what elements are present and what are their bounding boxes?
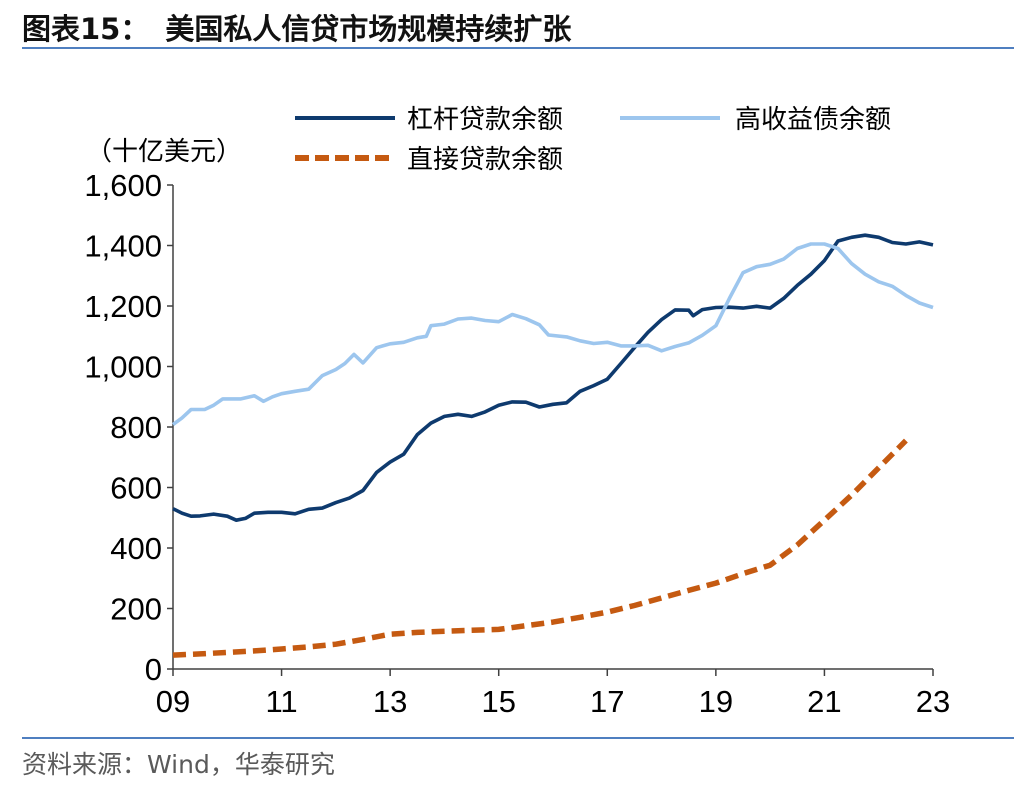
y-tick-label: 600	[110, 471, 162, 506]
legend-item-direct-lending: 直接贷款余额	[295, 145, 563, 175]
legend: 杠杆贷款余额 高收益债余额 直接贷款余额	[295, 105, 891, 175]
series-line-direct-lending	[172, 438, 908, 658]
y-tick-label: 200	[110, 592, 162, 627]
figure-title: 图表15： 美国私人信贷市场规模持续扩张	[22, 11, 571, 47]
y-tick-label: 800	[110, 410, 162, 445]
y-tick-label: 0	[145, 652, 162, 687]
legend-item-high-yield-bonds: 高收益债余额	[620, 105, 891, 135]
y-tick-label: 400	[110, 531, 162, 566]
title-divider	[22, 47, 1014, 49]
y-tick-label: 1,600	[84, 168, 162, 203]
x-tick-label: 21	[807, 684, 841, 719]
x-tick-label: 09	[156, 684, 190, 719]
x-tick-label: 19	[699, 684, 733, 719]
legend-label-leveraged-loans: 杠杆贷款余额	[407, 105, 563, 135]
series-line-high-yield-bonds	[171, 242, 934, 427]
legend-label-high-yield-bonds: 高收益债余额	[735, 105, 891, 135]
source-divider	[22, 737, 1014, 739]
chart-title: 美国私人信贷市场规模持续扩张	[165, 12, 572, 46]
x-tick-label: 23	[916, 684, 950, 719]
series-layer	[171, 233, 934, 658]
legend-item-leveraged-loans: 杠杆贷款余额	[295, 105, 563, 135]
y-axis-unit-label: （十亿美元）	[86, 137, 242, 167]
figure-number-label: 图表15：	[22, 12, 150, 46]
axes: 0 200 400 600 800 1,000 1,200 1,400 1,600 09 11 13 1…	[84, 168, 950, 719]
series-line-leveraged-loans	[172, 233, 934, 522]
x-tick-label: 15	[481, 684, 515, 719]
y-tick-label: 1,400	[84, 229, 162, 264]
x-tick-label: 13	[373, 684, 407, 719]
source-note: 资料来源：Wind，华泰研究	[22, 750, 335, 779]
y-tick-label: 1,200	[84, 289, 162, 324]
y-tick-label: 1,000	[84, 350, 162, 385]
legend-label-direct-lending: 直接贷款余额	[407, 145, 563, 175]
x-tick-label: 17	[590, 684, 624, 719]
x-tick-label: 11	[265, 684, 297, 719]
